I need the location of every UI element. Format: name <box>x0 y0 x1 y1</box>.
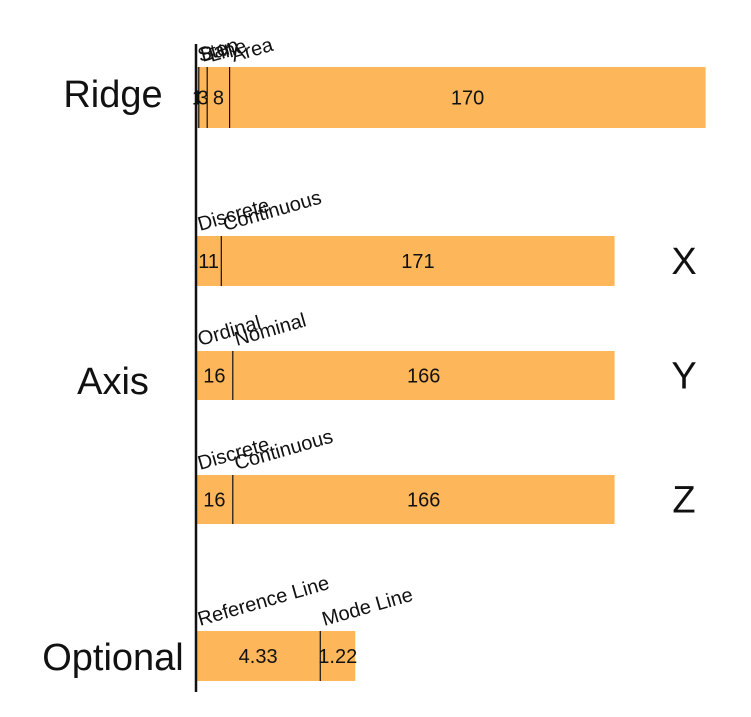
value-label: 4.33 <box>239 646 278 668</box>
value-label: 16 <box>203 490 225 512</box>
bar-segment <box>196 236 222 286</box>
group-label-optional: Optional <box>42 637 184 679</box>
value-label: 3 <box>197 88 208 110</box>
value-label: 16 <box>203 366 225 388</box>
group-label-axis: Axis <box>77 361 149 403</box>
axis-label-x: X <box>671 241 696 283</box>
segment-category-label: Continuous <box>232 426 335 475</box>
bar-segment <box>221 236 615 286</box>
value-label: 8 <box>213 88 224 110</box>
bar-segment <box>320 631 356 681</box>
segment-category-label: Continuous <box>221 187 324 236</box>
value-label: 11 <box>198 251 219 273</box>
value-label: 170 <box>451 88 484 110</box>
bar-segment <box>196 351 233 400</box>
bar-segment <box>196 475 233 524</box>
segment-category-label: Reference Line <box>195 572 331 631</box>
bar-segment <box>232 351 615 400</box>
bar-segment <box>232 475 615 524</box>
bar-segment <box>207 67 230 128</box>
bar-segment <box>196 631 321 681</box>
axis-label-z: Z <box>672 480 695 522</box>
axis-label-y: Y <box>671 356 696 398</box>
bar-segment <box>229 67 706 128</box>
value-label: 166 <box>407 490 440 512</box>
group-label-ridge: Ridge <box>63 74 162 116</box>
value-label: 1.22 <box>318 646 357 668</box>
segment-category-label: Mode Line <box>320 584 416 631</box>
value-label: 1 <box>192 88 203 110</box>
value-label: 171 <box>401 251 434 273</box>
bar-segment <box>196 67 199 128</box>
bar-segment <box>198 67 208 128</box>
value-label: 166 <box>407 366 440 388</box>
